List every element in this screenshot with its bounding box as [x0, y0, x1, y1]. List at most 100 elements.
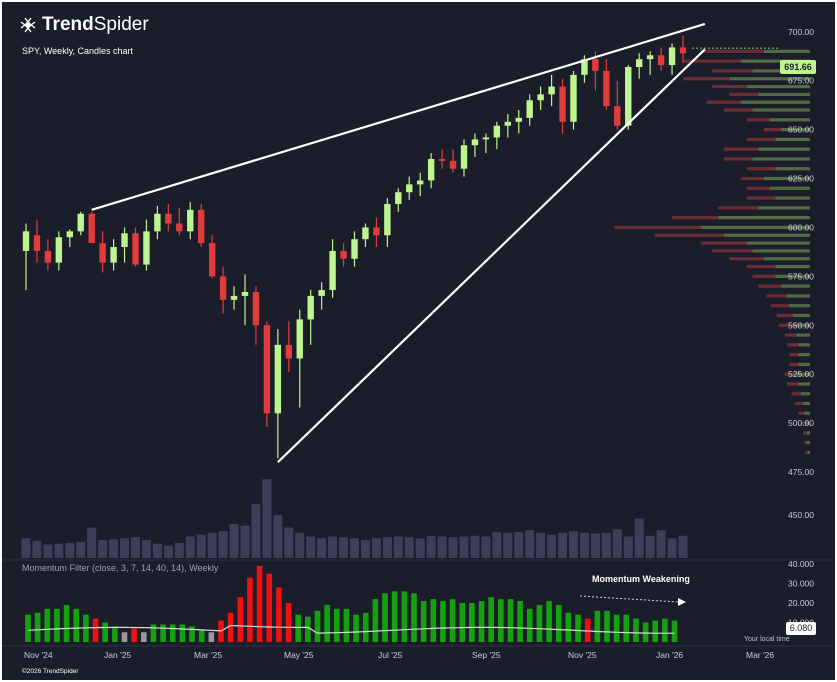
volume-bar [65, 542, 75, 558]
volume-profile-bar-bear [789, 362, 799, 366]
candle-body-bullish [318, 290, 325, 296]
candle-body-bullish [296, 319, 303, 359]
volume-profile-bar-bear [723, 157, 753, 161]
momentum-bar [555, 604, 562, 642]
momentum-bar [227, 612, 234, 642]
volume-profile-bar-bear [778, 323, 793, 327]
volume-bar [448, 537, 458, 558]
price-axis-tick-label: 675.00 [788, 76, 814, 86]
momentum-axis-tick-label: 20.000 [788, 598, 814, 608]
momentum-annotation: Momentum Weakening [592, 574, 690, 584]
volume-profile-bar-bear [683, 59, 741, 63]
volume-bar [240, 525, 250, 558]
candle-body-bearish [219, 276, 227, 300]
volume-bar [87, 527, 97, 558]
annotation-arrow-line [579, 595, 679, 603]
annotation-arrow-head [678, 598, 686, 606]
volume-profile-bar-bull [798, 362, 810, 366]
momentum-bar [652, 620, 659, 642]
volume-profile-bar-bull [800, 392, 810, 396]
volume-bar [558, 532, 568, 558]
volume-profile-bar-bull [752, 108, 810, 112]
volume-profile-bar-bull [798, 353, 810, 357]
momentum-bar [430, 599, 437, 642]
momentum-bar [517, 601, 523, 642]
candle-body-bullish [581, 59, 588, 75]
volume-bar [76, 541, 86, 558]
candle-body-bullish [55, 237, 63, 263]
volume-profile-bar-bull [775, 264, 810, 269]
volume-profile-bar-bull [746, 84, 810, 89]
volume-profile-bar-bear [746, 196, 776, 200]
momentum-bar [440, 601, 446, 642]
volume-bar [569, 531, 578, 558]
momentum-bar [488, 597, 494, 642]
volume-bar [459, 536, 469, 558]
momentum-bar [73, 608, 80, 642]
trendline [91, 22, 706, 211]
momentum-bar [459, 603, 466, 642]
momentum-bar [527, 608, 533, 642]
volume-bar [634, 518, 644, 558]
volume-bar [54, 543, 64, 558]
momentum-axis-tick-label: 40.000 [788, 559, 814, 569]
volume-bar [415, 538, 425, 558]
momentum-axis-tick-label: 30.000 [788, 579, 814, 589]
volume-bar [547, 534, 557, 558]
volume-bar [667, 538, 677, 558]
brand-logo: TrendSpider [20, 14, 149, 36]
candle-body-bullish [646, 55, 654, 60]
momentum-signal-line [27, 624, 675, 634]
volume-profile-bar-bull [723, 233, 810, 237]
volume-profile-bar-bear [712, 249, 753, 253]
momentum-bar [449, 599, 456, 642]
momentum-bar [141, 632, 147, 642]
volume-profile-bar-bear [746, 264, 776, 269]
volume-profile-bar-bull [803, 401, 810, 406]
momentum-bar [546, 601, 552, 642]
time-axis-tick-label: Nov '25 [568, 650, 597, 660]
momentum-bar [662, 618, 668, 642]
momentum-bar [420, 601, 427, 642]
volume-profile-bar-bull [769, 118, 810, 122]
volume-profile-bar-bull [764, 257, 810, 261]
candle-body-bearish [559, 86, 566, 122]
volume-profile-bar-bull [718, 216, 810, 220]
price-axis-tick-label: 700.00 [788, 27, 814, 37]
volume-profile-bar-bull [758, 206, 810, 210]
volume-bar [492, 532, 502, 558]
volume-bar [284, 527, 294, 558]
price-axis-tick-label: 575.00 [788, 271, 814, 281]
candle-body-bullish [406, 184, 413, 193]
volume-profile-bar-bull [758, 147, 810, 151]
volume-profile-bar-bull [781, 128, 810, 132]
volume-profile-bar-bear [700, 241, 747, 245]
momentum-bar [160, 624, 166, 642]
momentum-bar [604, 610, 610, 642]
volume-bar [163, 545, 173, 558]
candle-body-bullish [548, 86, 555, 95]
volume-profile-bar-bull [746, 241, 810, 245]
candle-body-bearish [285, 344, 292, 359]
momentum-bar [285, 603, 292, 642]
volume-bar [120, 538, 130, 558]
price-axis-tick-label: 450.00 [788, 510, 814, 520]
volume-profile-bar-bear [729, 92, 759, 96]
momentum-bar [584, 618, 591, 642]
candle-body-bullish [110, 247, 117, 263]
volume-profile-bar-bear [758, 284, 782, 288]
candle-body-bearish [679, 47, 687, 54]
volume-profile-bar-bull [764, 176, 810, 181]
volume-bar [196, 534, 206, 558]
candle-body-bullish [22, 231, 30, 251]
volume-profile-bar-bull [792, 323, 810, 327]
volume-profile-bar-bear [800, 421, 806, 425]
volume-profile-bar-bear [723, 108, 753, 112]
volume-profile-bar-bear [805, 450, 808, 455]
volume-profile-bar-bull [775, 196, 810, 200]
candle-body-bullish [77, 213, 84, 232]
brand-name-light: Spider [93, 14, 149, 35]
